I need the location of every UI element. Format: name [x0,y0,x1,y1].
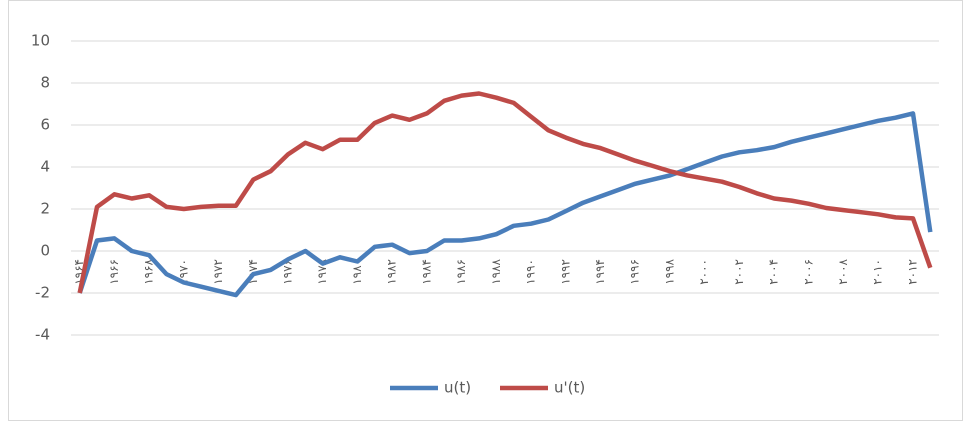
x-tick-label: ۱۹۶۶ [107,259,121,285]
x-tick-label: ۱۹۸۲ [385,259,399,285]
x-tick-label: ۱۹۸۶ [454,259,468,285]
x-tick-label: ۱۹۹۰ [524,259,538,285]
y-tick-label: 6 [40,116,50,134]
y-tick-label: 2 [40,200,50,218]
x-tick-label: ۱۹۸۸ [489,258,503,284]
x-tick-label: ۱۹۷۸ [315,258,329,284]
legend-label: u(t) [444,379,471,397]
x-tick-label: ۱۹۸۰ [350,259,364,285]
x-tick-label: ۲۰۱۲ [905,259,919,285]
x-tick-label: ۱۹۷۲ [211,259,225,285]
x-tick-label: ۲۰۰۲ [732,259,746,285]
x-tick-label: ۱۹۸۴ [419,259,433,285]
x-tick-label: ۱۹۹۲ [558,259,572,285]
x-tick-label: ۲۰۰۸ [836,258,850,284]
series-line [77,91,933,294]
x-tick-label: ۱۹۹۴ [593,259,607,285]
y-tick-label: -4 [35,326,50,344]
x-tick-label: ۱۹۹۶ [628,259,642,285]
y-tick-label: 0 [40,242,50,260]
y-tick-label: -2 [35,284,50,302]
legend-label: u'(t) [554,379,585,397]
x-tick-label: ۲۰۰۰ [697,259,711,285]
series-line [77,111,933,298]
x-tick-label: ۱۹۶۸ [142,258,156,284]
x-tick-label: ۲۰۰۶ [801,259,815,285]
x-tick-label: ۲۰۱۰ [871,259,885,285]
chart-border [8,0,963,421]
y-tick-label: 10 [31,32,50,50]
x-tick-label: ۲۰۰۴ [767,259,781,285]
x-tick-label: ۱۹۹۸ [662,258,676,284]
y-tick-label: 8 [40,74,50,92]
x-tick-label: ۱۹۷۶ [281,259,295,285]
y-tick-label: 4 [40,158,50,176]
